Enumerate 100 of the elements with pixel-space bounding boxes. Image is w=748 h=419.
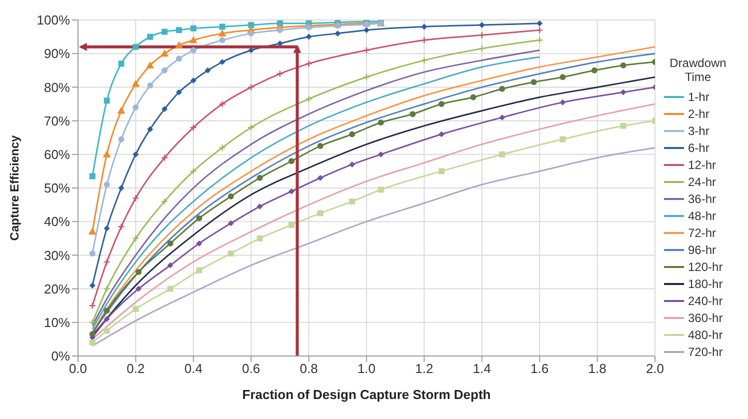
point (218, 144, 226, 152)
point (104, 328, 110, 334)
x-tick-label: 1.8 (588, 361, 606, 376)
point (190, 47, 196, 54)
point (288, 188, 294, 194)
point (104, 225, 110, 232)
y-tick-label: 60% (44, 147, 70, 162)
y-tick-label: 70% (44, 113, 70, 128)
point (147, 82, 154, 89)
point (147, 34, 154, 40)
legend-title: Drawdown Time (668, 56, 728, 84)
point (248, 124, 255, 132)
point (248, 84, 255, 91)
legend-label: 2-hr (688, 106, 710, 120)
point (288, 158, 294, 164)
point (118, 60, 124, 67)
point (176, 27, 182, 34)
point (190, 77, 196, 84)
x-tick-label: 1.0 (357, 361, 376, 376)
point (591, 67, 598, 74)
point (132, 44, 139, 50)
point (317, 143, 324, 149)
point (190, 168, 197, 175)
point (132, 194, 140, 202)
y-tick-label: 100% (36, 12, 70, 28)
point (104, 308, 110, 314)
legend-label: 180-hr (688, 276, 723, 290)
point (219, 24, 226, 30)
point (174, 41, 183, 48)
x-tick-label: 0.0 (68, 361, 88, 376)
point (118, 136, 124, 142)
point (160, 50, 169, 57)
point (362, 74, 370, 81)
point (160, 198, 168, 206)
point (317, 174, 324, 181)
y-tick-label: 20% (44, 281, 70, 296)
legend-label: 36-hr (688, 192, 716, 206)
point (276, 40, 283, 47)
y-tick-label: 80% (44, 80, 70, 95)
point (103, 285, 110, 292)
x-tick-label: 0.6 (242, 361, 260, 376)
point (560, 74, 566, 80)
point (176, 56, 182, 62)
point (132, 151, 139, 158)
legend-label: 3-hr (688, 124, 710, 138)
point (334, 30, 341, 36)
point (349, 198, 356, 204)
point (176, 89, 182, 96)
point (438, 101, 445, 107)
legend-label: 72-hr (688, 226, 716, 240)
y-tick-label: 30% (44, 248, 70, 263)
point (364, 27, 370, 34)
legend-label: 720-hr (688, 344, 723, 358)
point (334, 22, 341, 29)
point (219, 37, 226, 44)
legend-label: 6-hr (688, 140, 710, 154)
point (162, 28, 168, 35)
point (118, 185, 124, 191)
point (132, 306, 139, 312)
point (196, 240, 202, 246)
legend-label: 360-hr (688, 310, 723, 324)
point (420, 36, 428, 44)
point (167, 240, 174, 246)
point (478, 44, 486, 52)
point (104, 182, 110, 188)
point (306, 24, 312, 30)
point (276, 70, 284, 78)
point (470, 94, 476, 100)
point (117, 106, 126, 114)
point (132, 104, 139, 110)
point (190, 25, 196, 32)
point (349, 161, 356, 168)
point (378, 151, 384, 158)
point (499, 114, 506, 120)
point (104, 316, 110, 322)
point (305, 95, 312, 103)
point (102, 150, 111, 158)
x-tick-label: 0.4 (184, 361, 202, 376)
point (248, 47, 254, 54)
point (256, 235, 263, 242)
legend-label: 120-hr (688, 260, 723, 274)
point (478, 32, 486, 39)
point (89, 340, 96, 346)
y-tick-label: 50% (44, 180, 70, 196)
point (378, 119, 384, 126)
x-axis-title: Fraction of Design Capture Storm Depth (242, 387, 491, 402)
point (218, 100, 226, 108)
point (228, 250, 234, 257)
point (167, 262, 174, 268)
point (536, 20, 543, 26)
x-tick-label: 0.8 (300, 361, 318, 376)
point (146, 61, 154, 68)
point (136, 286, 142, 292)
point (89, 250, 96, 257)
point (132, 80, 140, 87)
legend-label: 48-hr (688, 208, 716, 222)
point (306, 34, 312, 40)
point (204, 67, 211, 74)
point (620, 89, 626, 96)
legend-label: 1-hr (688, 90, 710, 104)
